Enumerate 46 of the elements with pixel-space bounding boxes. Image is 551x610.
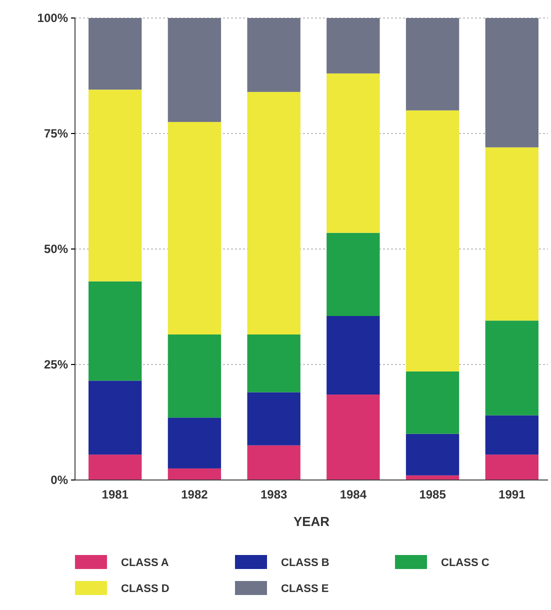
bar (247, 92, 300, 334)
bar (326, 232, 380, 316)
bar (168, 468, 222, 480)
bar (168, 122, 222, 334)
bar (326, 18, 380, 74)
y-tick-label: 25% (44, 357, 68, 372)
bar (247, 445, 300, 480)
x-tick-label: 1982 (181, 488, 208, 502)
x-tick-label: 1985 (419, 488, 446, 502)
x-tick-label: 1984 (340, 488, 367, 502)
bar (406, 18, 460, 110)
bar (406, 371, 460, 434)
bar (485, 415, 538, 455)
legend-label: CLASS A (121, 557, 169, 569)
legend-label: CLASS E (281, 583, 329, 595)
bar (247, 334, 300, 392)
x-tick-label: 1983 (260, 488, 288, 502)
y-tick-label: 100% (37, 10, 68, 25)
bar (326, 394, 380, 480)
bar (88, 281, 142, 381)
y-tick-label: 50% (44, 242, 68, 256)
bar (168, 418, 222, 468)
bar (88, 454, 142, 480)
bar (326, 316, 380, 395)
bar (88, 18, 142, 90)
bar (247, 18, 300, 92)
bar (326, 73, 380, 233)
bar (88, 380, 142, 455)
bar (247, 392, 300, 446)
legend-label: CLASS B (281, 557, 330, 569)
y-tick-label: 75% (44, 126, 68, 140)
bar (168, 18, 222, 122)
x-axis-title: YEAR (293, 514, 330, 529)
bar (485, 454, 538, 480)
legend-label: CLASS C (441, 557, 490, 569)
x-tick-label: 1991 (498, 488, 526, 502)
bar (485, 320, 538, 416)
bar (406, 110, 460, 372)
bar (485, 147, 538, 321)
bar (88, 90, 142, 282)
y-tick-label: 0% (50, 472, 68, 487)
x-tick-label: 1981 (102, 488, 129, 502)
bar (406, 434, 460, 476)
legend-label: CLASS D (121, 583, 170, 595)
bar (168, 334, 222, 418)
bar (485, 18, 538, 148)
